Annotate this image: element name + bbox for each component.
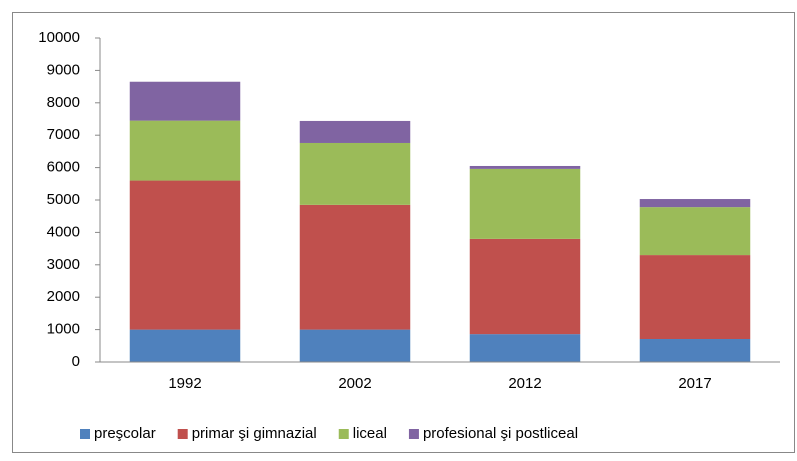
- y-tick-label: 2000: [47, 288, 80, 305]
- legend-label: primar şi gimnazial: [192, 425, 317, 442]
- bar-segment: [299, 204, 411, 330]
- legend-label: liceal: [353, 425, 387, 442]
- y-tick-label: 5000: [47, 191, 80, 208]
- legend-swatch: [408, 429, 419, 439]
- x-tick-label: 2012: [508, 375, 541, 392]
- y-tick-label: 9000: [47, 61, 80, 78]
- y-tick-label: 8000: [47, 94, 80, 111]
- x-tick-label: 2002: [338, 375, 371, 392]
- y-tick-label: 1000: [47, 321, 80, 338]
- bar-segment: [129, 329, 241, 362]
- bar-segment: [299, 329, 411, 362]
- bar-segment: [639, 207, 751, 256]
- bar-segment: [299, 120, 411, 143]
- bar-segment: [639, 199, 751, 208]
- y-tick-label: 4000: [47, 223, 80, 240]
- legend-swatch: [177, 429, 188, 439]
- bar-segment: [469, 168, 581, 239]
- y-tick-label: 3000: [47, 256, 80, 273]
- bar-segment: [469, 334, 581, 362]
- legend-swatch: [80, 429, 90, 439]
- x-tick-label: 2017: [678, 375, 711, 392]
- bar-segment: [299, 142, 411, 205]
- y-tick-label: 0: [72, 353, 80, 370]
- bar-segment: [469, 165, 581, 169]
- y-tick-label: 10000: [38, 29, 80, 46]
- bar-segment: [639, 255, 751, 339]
- bar-segment: [129, 120, 241, 181]
- y-tick-label: 7000: [47, 126, 80, 143]
- bar-segment: [129, 81, 241, 121]
- bar-segment: [129, 180, 241, 330]
- bar-segment: [639, 338, 751, 362]
- legend-swatch: [338, 429, 349, 439]
- x-tick-label: 1992: [168, 375, 201, 392]
- y-tick-label: 6000: [47, 159, 80, 176]
- legend-label: profesional şi postliceal: [423, 425, 578, 442]
- bar-segment: [469, 238, 581, 335]
- legend-label: preşcolar: [94, 425, 156, 442]
